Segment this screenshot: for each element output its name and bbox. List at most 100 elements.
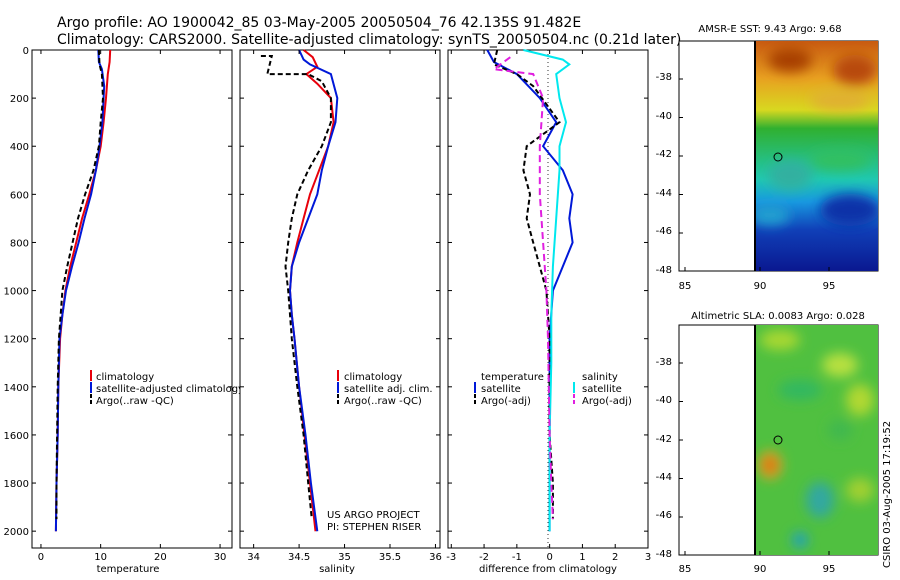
sla-argo-marker bbox=[773, 435, 783, 445]
x-tick-label: 3 bbox=[645, 552, 651, 563]
depth-tick-label: 200 bbox=[10, 94, 29, 105]
x-tick-label: 35.5 bbox=[379, 552, 401, 563]
depth-tick-label: 1000 bbox=[4, 287, 29, 298]
figure-title-line2: Climatology: CARS2000. Satellite-adjuste… bbox=[57, 32, 681, 48]
sst-xtick: 85 bbox=[679, 281, 692, 292]
difference-x-ticks: -3 -2 -1 0 1 2 3 bbox=[446, 49, 651, 563]
depth-tick-label: 400 bbox=[10, 142, 29, 153]
sla-y-ticks: -38 -40 -42 -44 -46 -48 bbox=[656, 357, 672, 560]
sst-x-ticks: 85 90 95 bbox=[679, 281, 836, 292]
x-tick-label: -1 bbox=[512, 552, 522, 563]
sla-ytick: -40 bbox=[656, 395, 672, 406]
series-line-satellite bbox=[54, 49, 106, 532]
x-tick-label: 34 bbox=[247, 552, 260, 563]
x-tick-label: 36 bbox=[429, 552, 442, 563]
pi-credit: PI: STEPHEN RISER bbox=[327, 522, 421, 533]
figure-title-line1: Argo profile: AO 1900042_85 03-May-2005 … bbox=[57, 15, 581, 31]
temperature-x-ticks: 0 10 20 30 bbox=[38, 50, 227, 563]
project-credit: US ARGO PROJECT bbox=[327, 510, 421, 521]
legend-temp-satellite: satellite bbox=[481, 384, 521, 395]
legend-temperature-heading: temperature bbox=[481, 372, 544, 383]
temperature-legend: climatology satellite-adjusted climatolo… bbox=[90, 370, 244, 407]
depth-tick-label: 1600 bbox=[4, 431, 29, 442]
sla-ytick: -38 bbox=[656, 357, 672, 368]
generation-timestamp: CSIRO 03-Aug-2005 17:19:52 bbox=[882, 421, 893, 568]
legend-climatology: climatology bbox=[96, 372, 154, 383]
series-line-salinity-satellite bbox=[523, 49, 571, 532]
legend-sal-argo: Argo(..raw -QC) bbox=[344, 396, 422, 407]
temperature-series bbox=[54, 49, 112, 532]
sla-x-ticks: 85 90 95 bbox=[679, 564, 836, 575]
legend-argo: Argo(..raw -QC) bbox=[96, 396, 174, 407]
sst-ytick: -42 bbox=[656, 149, 672, 160]
sla-xtick: 90 bbox=[754, 564, 767, 575]
sla-base bbox=[754, 325, 878, 555]
sla-ytick: -44 bbox=[656, 472, 672, 483]
sla-ytick: -42 bbox=[656, 434, 672, 445]
sla-ytick: -48 bbox=[656, 549, 672, 560]
sst-ytick: -44 bbox=[656, 188, 672, 199]
sla-texture bbox=[758, 330, 874, 548]
difference-legend-temperature: temperature satellite Argo(-adj) bbox=[474, 372, 544, 407]
difference-series bbox=[486, 49, 574, 532]
legend-sal-argo-adj: Argo(-adj) bbox=[582, 396, 632, 407]
temperature-axes-frame bbox=[31, 49, 233, 549]
difference-x-label: difference from climatology bbox=[479, 564, 617, 575]
salinity-x-ticks: 34 34.5 35 35.5 36 bbox=[240, 49, 442, 563]
temperature-x-label: temperature bbox=[97, 564, 160, 575]
salinity-axes-frame bbox=[239, 49, 441, 549]
difference-legend-salinity: salinity satellite Argo(-adj) bbox=[573, 372, 632, 407]
sla-field bbox=[754, 325, 878, 555]
legend-temp-argo: Argo(-adj) bbox=[481, 396, 531, 407]
temperature-panel: 0 10 20 30 0 200 400 600 800 1000 1200 1400 1600 180… bbox=[4, 46, 244, 575]
sla-xtick: 95 bbox=[823, 564, 836, 575]
legend-sal-climatology: climatology bbox=[344, 372, 402, 383]
sst-argo-marker bbox=[773, 152, 783, 162]
depth-tick-label: 2000 bbox=[4, 527, 29, 538]
sst-xtick: 90 bbox=[754, 281, 767, 292]
depth-tick-label: 1400 bbox=[4, 383, 29, 394]
x-tick-label: 30 bbox=[214, 552, 227, 563]
depth-y-ticks: 0 200 400 600 800 1000 1200 1400 1600 1800 2000 bbox=[4, 46, 232, 538]
depth-tick-label: 800 bbox=[10, 238, 29, 249]
series-line-temperature-argo bbox=[492, 49, 561, 520]
sla-map-title: Altimetric SLA: 0.0083 Argo: 0.028 bbox=[691, 311, 865, 322]
sla-land-edge bbox=[754, 325, 756, 555]
sst-map-title: AMSR-E SST: 9.43 Argo: 9.68 bbox=[698, 24, 841, 35]
x-tick-label: 1 bbox=[579, 552, 585, 563]
salinity-legend: climatology satellite adj. clim. Argo(..… bbox=[337, 370, 433, 407]
sst-field bbox=[754, 41, 878, 271]
sla-ytick: -46 bbox=[656, 510, 672, 521]
difference-panel: -3 -2 -1 0 1 2 3 difference from climatology t… bbox=[446, 49, 651, 575]
depth-tick-label: 600 bbox=[10, 190, 29, 201]
sst-texture bbox=[754, 48, 878, 226]
salinity-panel: 34 34.5 35 35.5 36 salinity climatology sate… bbox=[239, 49, 442, 575]
x-tick-label: 10 bbox=[94, 552, 107, 563]
x-tick-label: 2 bbox=[612, 552, 618, 563]
legend-salinity-heading: salinity bbox=[582, 372, 618, 383]
series-line-satellite bbox=[288, 49, 339, 532]
sla-xtick: 85 bbox=[679, 564, 692, 575]
sst-y-ticks: -38 -40 -42 -44 -46 -48 bbox=[656, 72, 672, 276]
x-tick-label: 0 bbox=[38, 552, 44, 563]
sst-ytick: -48 bbox=[656, 265, 672, 276]
sst-ytick: -38 bbox=[656, 72, 672, 83]
sst-xtick: 95 bbox=[823, 281, 836, 292]
legend-satellite: satellite-adjusted climatology bbox=[96, 384, 244, 395]
series-line-salinity-argo bbox=[491, 56, 554, 520]
x-tick-label: -3 bbox=[446, 552, 456, 563]
x-tick-label: 0 bbox=[546, 552, 552, 563]
x-tick-label: -2 bbox=[479, 552, 489, 563]
sst-map-panel: AMSR-E SST: 9.43 Argo: 9.68 -38 -40 -42 … bbox=[656, 24, 879, 292]
x-tick-label: 35 bbox=[338, 552, 351, 563]
depth-tick-label: 1200 bbox=[4, 335, 29, 346]
x-tick-label: 20 bbox=[154, 552, 167, 563]
salinity-series bbox=[260, 49, 339, 532]
sst-ytick: -46 bbox=[656, 226, 672, 237]
sst-ytick: -40 bbox=[656, 111, 672, 122]
legend-sal-sat: satellite bbox=[582, 384, 622, 395]
series-line-argo bbox=[55, 49, 105, 520]
depth-tick-label: 0 bbox=[23, 46, 29, 57]
sla-map-panel: Altimetric SLA: 0.0083 Argo: 0.028 -38 -… bbox=[656, 311, 879, 575]
